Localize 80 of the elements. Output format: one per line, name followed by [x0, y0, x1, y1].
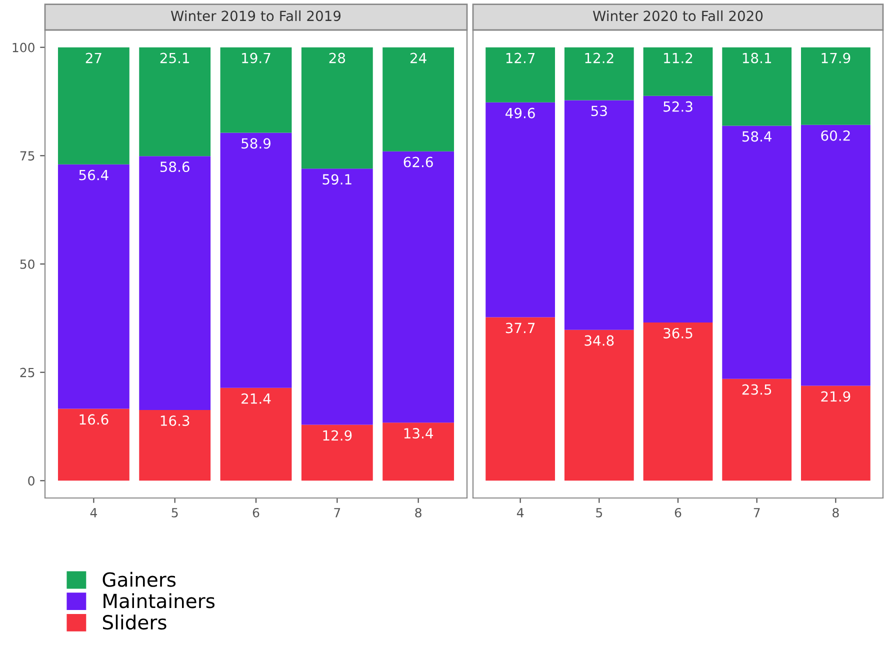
bar — [382, 47, 454, 152]
bar — [564, 330, 634, 481]
data-label: 58.9 — [242, 138, 270, 149]
bar — [58, 164, 130, 409]
bar — [643, 96, 713, 322]
chart-title: Winter 2020 to Fall 2020 — [592, 10, 763, 22]
data-label: 13.4 — [404, 428, 433, 439]
bar — [564, 47, 634, 100]
data-label: 60.2 — [821, 130, 850, 141]
bar — [722, 47, 792, 126]
data-label: 58.4 — [742, 131, 772, 142]
data-label: 62.6 — [404, 156, 433, 168]
data-label: 59.1 — [322, 174, 352, 185]
data-label: 52.3 — [664, 101, 692, 112]
x-tick-label: 4 — [90, 508, 97, 518]
bar — [486, 47, 555, 102]
bar — [564, 100, 634, 330]
data-label: 28 — [329, 52, 346, 64]
x-tick-label: 6 — [674, 508, 682, 518]
data-label: 49.6 — [506, 108, 535, 118]
x-tick-label: 5 — [596, 508, 602, 518]
data-label: 56.4 — [79, 170, 108, 180]
x-tick-label: 8 — [832, 508, 839, 518]
x-tick-label: 4 — [516, 508, 524, 518]
bar — [801, 124, 870, 386]
y-tick-label: 100 — [12, 42, 34, 52]
data-label: 27 — [86, 52, 102, 64]
data-label: 18.1 — [742, 52, 772, 64]
data-label: 36.5 — [664, 328, 692, 338]
x-tick-label: 7 — [754, 508, 760, 518]
x-tick-label: 7 — [334, 508, 340, 518]
data-label: 12.2 — [585, 52, 614, 64]
y-tick-label: 0 — [28, 476, 34, 486]
data-label: 21.9 — [821, 391, 850, 402]
bar — [139, 156, 211, 410]
bar — [139, 410, 211, 481]
legend-label: Gainers — [102, 572, 176, 587]
data-label: 19.7 — [242, 52, 270, 64]
bar — [58, 408, 130, 481]
bar — [486, 102, 555, 318]
data-label: 12.9 — [323, 430, 352, 441]
data-label: 37.7 — [506, 322, 535, 334]
data-label: 25.1 — [160, 52, 190, 64]
x-tick-label: 5 — [172, 508, 178, 518]
bar — [643, 47, 713, 96]
bar — [220, 47, 292, 133]
bar — [220, 132, 292, 388]
data-label: 16.3 — [160, 415, 190, 426]
y-tick-label: 75 — [20, 151, 34, 161]
x-tick-label: 6 — [252, 508, 260, 518]
data-label: 58.6 — [160, 162, 190, 172]
legend-label: Sliders — [102, 614, 166, 630]
bar — [139, 47, 211, 156]
bar — [486, 317, 555, 481]
data-label: 17.9 — [822, 52, 850, 64]
y-tick-label: 50 — [20, 259, 34, 269]
chart-title: Winter 2019 to Fall 2019 — [170, 10, 341, 22]
legend-label: Maintainers — [104, 593, 215, 608]
bar — [301, 424, 373, 481]
bar — [301, 47, 373, 169]
data-label: 24 — [410, 52, 426, 64]
data-label: 11.2 — [664, 52, 692, 64]
data-label: 23.5 — [742, 384, 772, 395]
x-tick-label: 8 — [415, 508, 422, 518]
data-label: 16.6 — [80, 414, 108, 425]
bar — [722, 126, 792, 379]
data-label: 12.7 — [506, 52, 535, 64]
bar — [58, 47, 130, 164]
bar — [801, 386, 870, 481]
data-label: 21.4 — [242, 393, 271, 404]
data-label: 34.8 — [584, 335, 614, 346]
y-tick-label: 25 — [20, 368, 34, 378]
bar — [801, 47, 870, 125]
bar — [382, 422, 454, 481]
bar — [722, 378, 792, 481]
bar — [382, 151, 454, 423]
bar — [643, 322, 713, 481]
bar — [301, 168, 373, 425]
data-label: 53 — [591, 106, 607, 116]
bar — [220, 388, 292, 481]
